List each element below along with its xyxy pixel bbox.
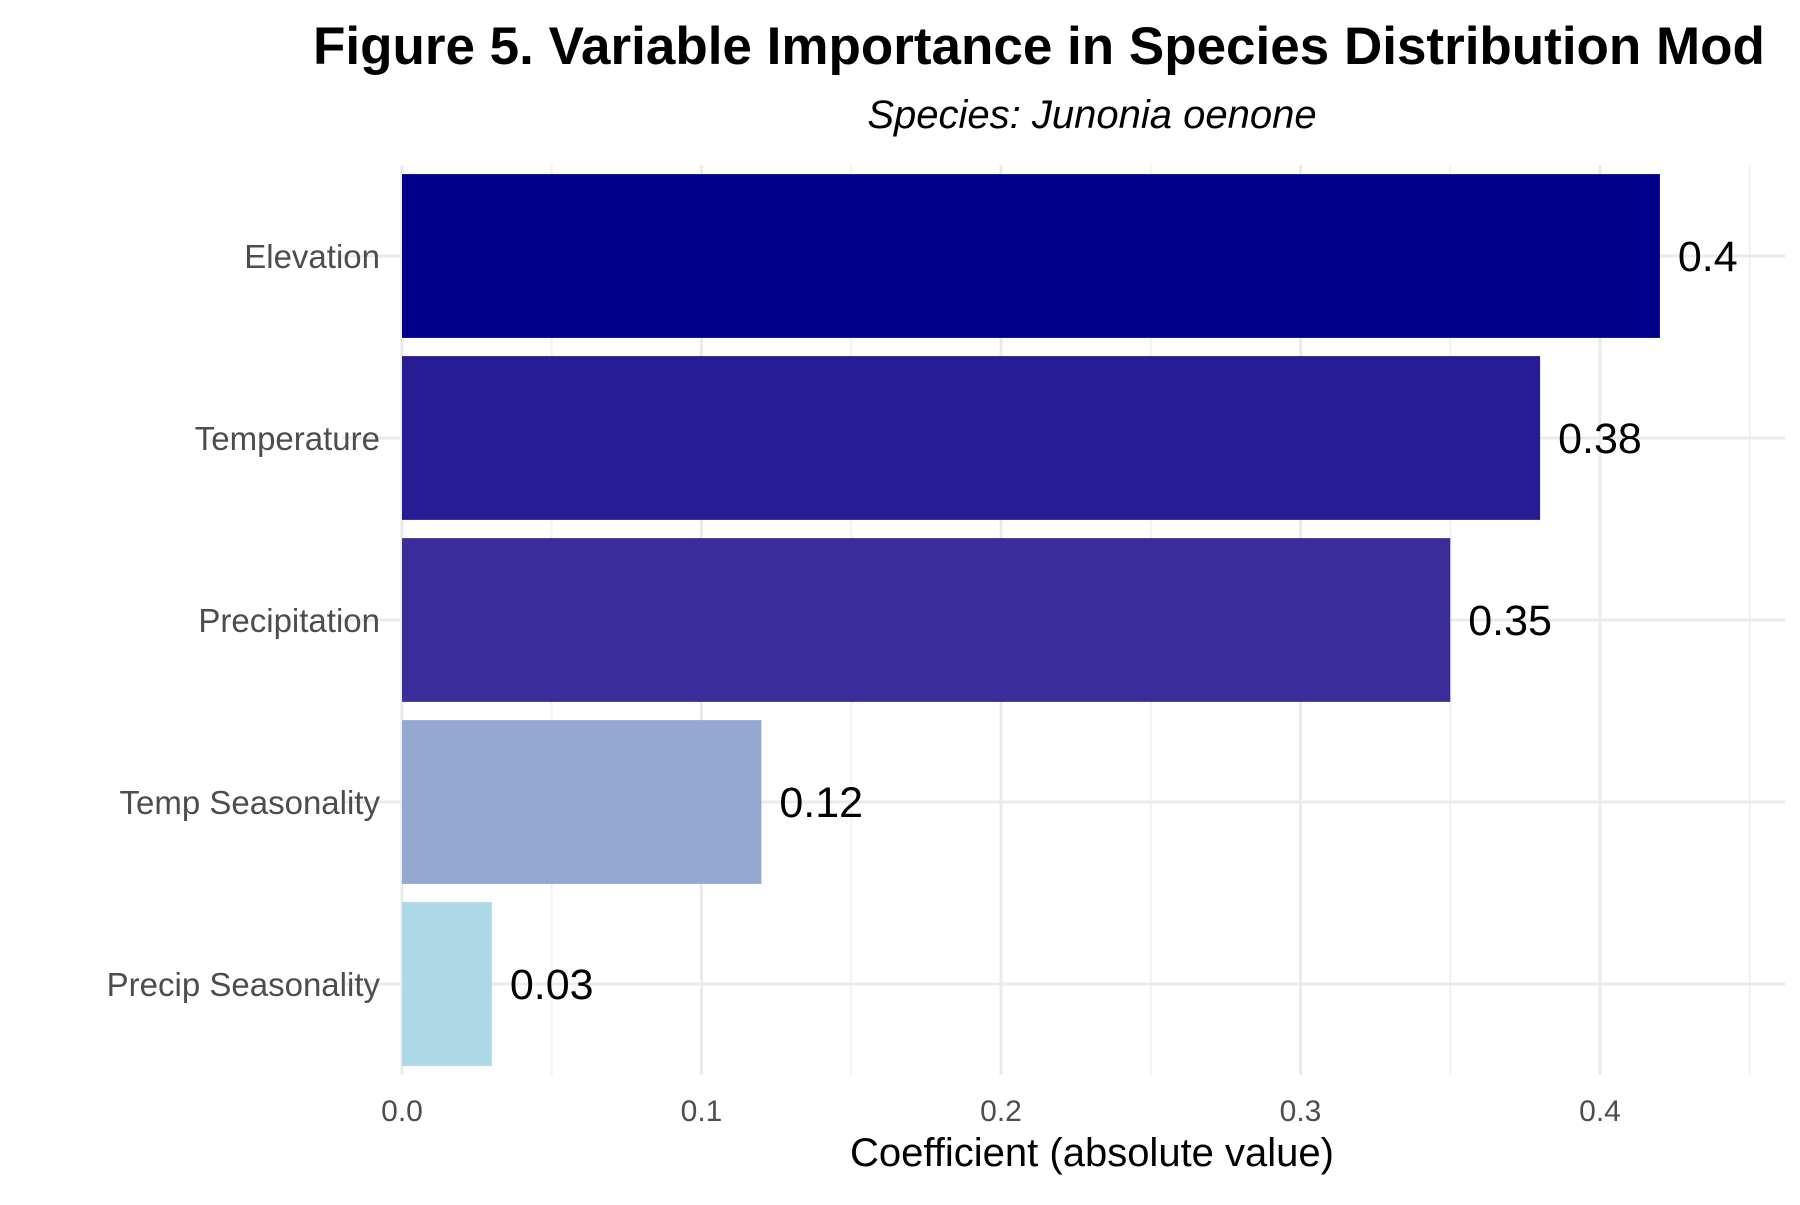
data-label: 0.4 [1678, 233, 1738, 281]
y-tick-label: Elevation [244, 238, 380, 275]
x-tick-label: 0.4 [1579, 1095, 1621, 1128]
x-tick-label: 0.3 [1280, 1095, 1322, 1128]
data-label: 0.38 [1558, 415, 1642, 463]
chart-title: Figure 5. Variable Importance in Species… [313, 17, 1765, 76]
bar-temp-seasonality [402, 720, 762, 884]
chart-subtitle: Species: Junonia oenone [867, 93, 1316, 137]
bars-layer [402, 174, 1660, 1066]
data-label: 0.03 [510, 961, 594, 1009]
data-label: 0.35 [1468, 597, 1552, 645]
data-label: 0.12 [779, 779, 863, 827]
y-tick-label: Temp Seasonality [120, 784, 381, 821]
x-axis-label: Coefficient (absolute value) [850, 1131, 1334, 1175]
y-tick-label: Precip Seasonality [107, 966, 381, 1003]
y-tick-label: Temperature [195, 420, 380, 457]
bar-temperature [402, 356, 1541, 520]
x-tick-label: 0.2 [980, 1095, 1022, 1128]
x-tick-label: 0.1 [681, 1095, 723, 1128]
y-tick-label: Precipitation [198, 602, 380, 639]
bar-precipitation [402, 538, 1451, 702]
labels-layer: 0.0 0.1 0.2 0.3 0.4 Elevation 0.4 Temperature 0.… [107, 233, 1738, 1128]
bar-precip-seasonality [402, 902, 492, 1066]
bar-elevation [402, 174, 1660, 338]
x-tick-label: 0.0 [381, 1095, 423, 1128]
